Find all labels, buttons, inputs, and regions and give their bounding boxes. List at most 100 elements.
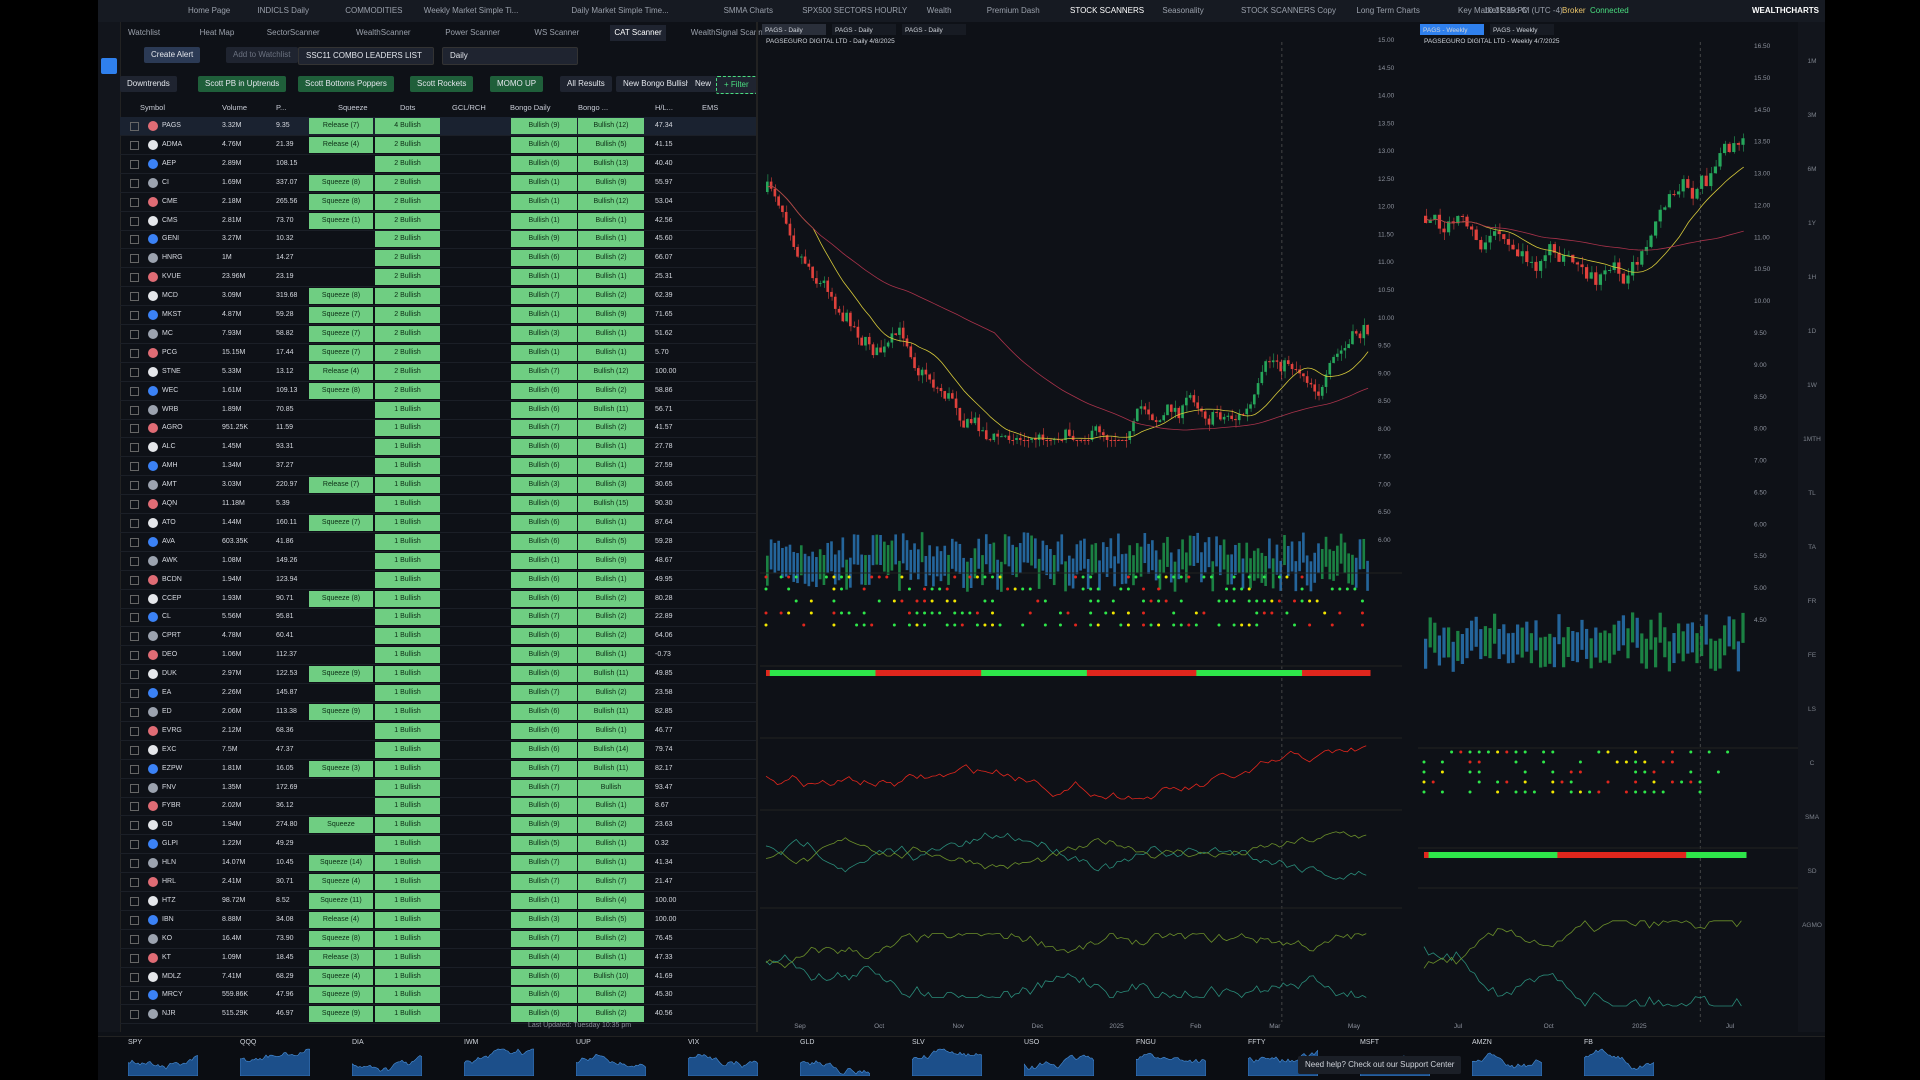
- table-row[interactable]: [120, 287, 756, 307]
- side-button[interactable]: TL: [1808, 490, 1816, 497]
- scanner-tab[interactable]: CAT Scanner: [610, 25, 666, 41]
- table-row[interactable]: [120, 155, 756, 174]
- row-checkbox[interactable]: [130, 896, 139, 906]
- column-header[interactable]: Dots: [400, 103, 416, 112]
- column-header[interactable]: H/L...: [655, 103, 673, 112]
- row-checkbox[interactable]: [130, 764, 139, 774]
- row-checkbox[interactable]: [130, 972, 139, 982]
- ticker-symbol[interactable]: FB: [1584, 1039, 1593, 1046]
- column-header[interactable]: P...: [276, 103, 287, 112]
- top-tab[interactable]: INDICLS Daily: [257, 6, 309, 15]
- column-header[interactable]: Squeeze: [338, 103, 368, 112]
- row-checkbox[interactable]: [130, 556, 139, 566]
- add-watchlist[interactable]: Add to Watchlist: [226, 47, 298, 63]
- table-row[interactable]: [120, 552, 756, 571]
- row-checkbox[interactable]: [130, 537, 139, 547]
- row-checkbox[interactable]: [130, 613, 139, 623]
- filter-chip[interactable]: All Results: [560, 76, 612, 92]
- table-row[interactable]: [120, 741, 756, 760]
- top-tab[interactable]: SMMA Charts: [723, 6, 773, 15]
- table-row[interactable]: [120, 930, 756, 949]
- scanner-tab[interactable]: Watchlist: [128, 28, 161, 37]
- top-tab[interactable]: Long Term Charts: [1356, 6, 1420, 15]
- scanner-tab[interactable]: Heat Map: [199, 28, 235, 37]
- top-tab[interactable]: Premium Dash: [986, 6, 1040, 15]
- side-button[interactable]: 6M: [1807, 166, 1817, 173]
- column-header[interactable]: Bongo Daily: [510, 103, 551, 112]
- row-checkbox[interactable]: [130, 953, 139, 963]
- table-row[interactable]: [120, 476, 756, 496]
- side-button[interactable]: 3M: [1807, 112, 1817, 119]
- filter-chip[interactable]: New Bongo Bullish: [616, 76, 698, 92]
- top-tab[interactable]: Daily Market Simple Time...: [571, 6, 669, 15]
- list-select[interactable]: SSC11 COMBO LEADERS LIST: [298, 47, 434, 65]
- row-checkbox[interactable]: [130, 934, 139, 944]
- row-checkbox[interactable]: [130, 178, 139, 188]
- row-checkbox[interactable]: [130, 726, 139, 736]
- row-checkbox[interactable]: [130, 802, 139, 812]
- filter-chip[interactable]: + Filter: [716, 76, 757, 94]
- row-checkbox[interactable]: [130, 424, 139, 434]
- row-checkbox[interactable]: [130, 348, 139, 358]
- table-row[interactable]: [120, 325, 756, 344]
- table-row[interactable]: [120, 419, 756, 439]
- row-checkbox[interactable]: [130, 707, 139, 717]
- top-tab[interactable]: Weekly Market Simple Ti...: [423, 6, 519, 15]
- ticker-symbol[interactable]: AMZN: [1472, 1039, 1492, 1046]
- top-tab[interactable]: Home Page: [188, 6, 231, 15]
- row-checkbox[interactable]: [130, 329, 139, 339]
- table-row[interactable]: [120, 438, 756, 458]
- side-button[interactable]: C: [1809, 760, 1815, 767]
- side-button[interactable]: FE: [1807, 652, 1817, 659]
- row-checkbox[interactable]: [130, 140, 139, 150]
- row-checkbox[interactable]: [130, 159, 139, 169]
- scanner-tab[interactable]: SectorScanner: [266, 28, 320, 37]
- row-checkbox[interactable]: [130, 481, 139, 491]
- row-checkbox[interactable]: [130, 915, 139, 925]
- top-tab[interactable]: Wealth: [926, 6, 952, 15]
- row-checkbox[interactable]: [130, 783, 139, 793]
- row-checkbox[interactable]: [130, 216, 139, 226]
- row-checkbox[interactable]: [130, 991, 139, 1001]
- ticker-symbol[interactable]: FFTY: [1248, 1039, 1266, 1046]
- table-row[interactable]: [120, 193, 756, 212]
- filter-chip[interactable]: Downtrends: [120, 76, 177, 92]
- table-row[interactable]: [120, 854, 756, 874]
- table-row[interactable]: [120, 608, 756, 628]
- table-row[interactable]: [120, 136, 756, 155]
- row-checkbox[interactable]: [130, 878, 139, 887]
- table-row[interactable]: [120, 268, 756, 288]
- side-button[interactable]: 1H: [1807, 274, 1817, 281]
- row-checkbox[interactable]: [130, 500, 139, 509]
- row-checkbox[interactable]: [130, 367, 139, 377]
- side-button[interactable]: 1MTH: [1803, 436, 1821, 443]
- scanner-tab[interactable]: WealthSignal Scann: [690, 28, 763, 37]
- scanner-tab[interactable]: Power Scanner: [445, 28, 500, 37]
- table-row[interactable]: [120, 627, 756, 647]
- table-row[interactable]: [120, 230, 756, 250]
- table-row[interactable]: [120, 892, 756, 911]
- column-header[interactable]: Bongo ...: [578, 103, 609, 112]
- ticker-symbol[interactable]: DIA: [352, 1039, 364, 1046]
- table-row[interactable]: [120, 495, 756, 514]
- row-checkbox[interactable]: [130, 292, 139, 302]
- table-row[interactable]: [120, 306, 756, 325]
- row-checkbox[interactable]: [130, 651, 139, 661]
- table-row[interactable]: [120, 779, 756, 798]
- timeframe-select[interactable]: Daily: [442, 47, 578, 65]
- filter-chip[interactable]: Scott PB in Uptrends: [198, 76, 287, 92]
- table-row[interactable]: [120, 873, 756, 892]
- side-button[interactable]: 1W: [1807, 382, 1817, 389]
- filter-chip[interactable]: MOMO UP: [490, 76, 544, 92]
- row-checkbox[interactable]: [130, 197, 139, 207]
- side-button[interactable]: AGMO: [1802, 922, 1822, 929]
- table-row[interactable]: [120, 722, 756, 741]
- ticker-symbol[interactable]: FNGU: [1136, 1039, 1156, 1046]
- ticker-symbol[interactable]: USO: [1024, 1039, 1040, 1046]
- row-checkbox[interactable]: [130, 821, 139, 831]
- table-row[interactable]: [120, 646, 756, 666]
- table-row[interactable]: [120, 835, 756, 855]
- create-alert[interactable]: Create Alert: [144, 47, 201, 63]
- row-checkbox[interactable]: [130, 405, 139, 415]
